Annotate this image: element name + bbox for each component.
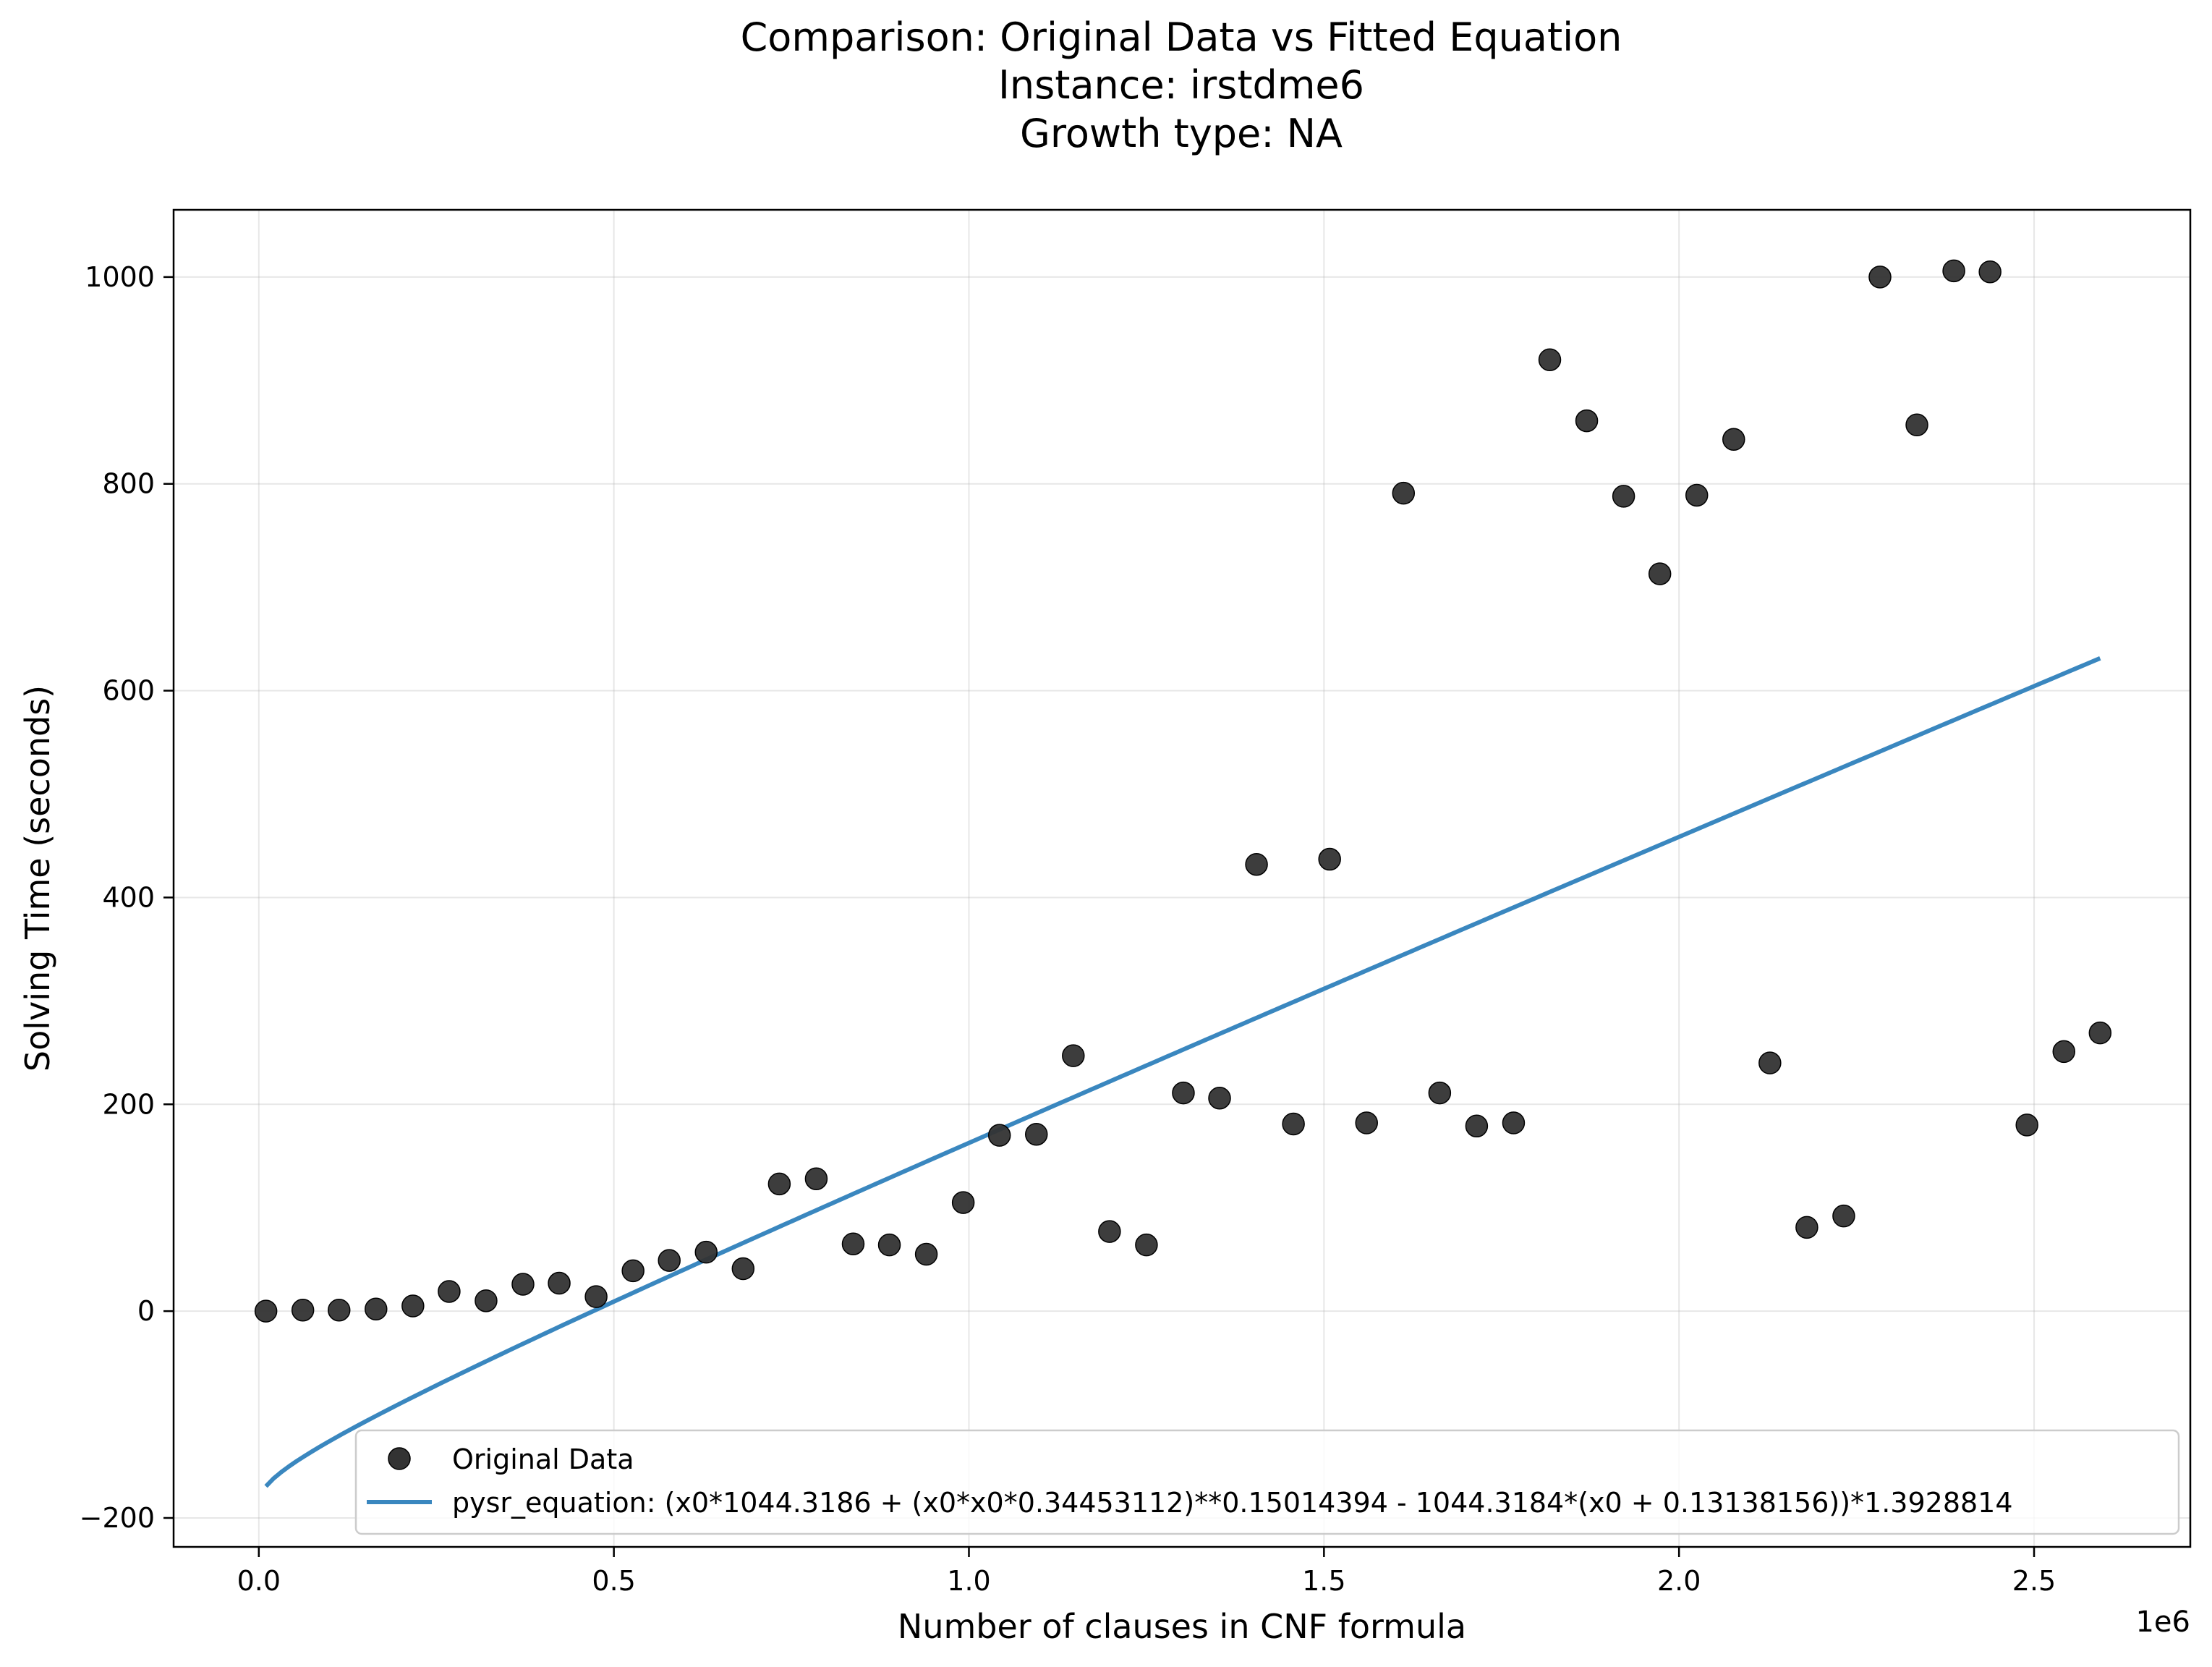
plot-frame	[172, 208, 2192, 1548]
data-point	[584, 1285, 608, 1308]
legend: Original Data pysr_equation: (x0*1044.31…	[354, 1429, 2180, 1535]
x-tick-label: 2.0	[1657, 1565, 1701, 1597]
data-point	[1758, 1051, 1782, 1074]
x-tick-label: 1.0	[947, 1565, 990, 1597]
data-point	[1392, 481, 1416, 505]
legend-label-fitted-line: pysr_equation: (x0*1044.3186 + (x0*x0*0.…	[452, 1487, 2013, 1519]
x-tick-label: 0.5	[592, 1565, 635, 1597]
data-point	[914, 1242, 938, 1266]
y-tick-label: 400	[102, 881, 155, 913]
data-point	[475, 1289, 498, 1312]
legend-marker-original-data	[388, 1447, 411, 1470]
x-axis-label: Number of clauses in CNF formula	[898, 1607, 1466, 1646]
data-point	[1795, 1216, 1818, 1239]
data-point	[401, 1294, 425, 1318]
data-point	[1942, 259, 1965, 283]
y-tick-label: 1000	[85, 261, 155, 293]
data-point	[731, 1257, 755, 1281]
data-point	[804, 1167, 828, 1190]
data-point	[841, 1232, 865, 1255]
y-axis-label: Solving Time (seconds)	[18, 685, 57, 1072]
data-point	[1208, 1086, 1231, 1110]
data-point	[987, 1124, 1011, 1147]
plot-area: 0.0 0.5 1.0 1.5 2.0 2.5 −200 0 200 400 600 800 1000	[80, 208, 2192, 1597]
x-tick-label: 2.5	[2012, 1565, 2056, 1597]
data-point	[1355, 1111, 1378, 1134]
data-point	[621, 1259, 645, 1283]
data-point	[1648, 562, 1672, 585]
data-point	[2052, 1040, 2076, 1064]
legend-label-original-data: Original Data	[452, 1443, 634, 1475]
data-point	[1538, 348, 1562, 371]
data-point	[694, 1240, 718, 1264]
y-axis: −200 0 200 400 600 800 1000	[80, 261, 174, 1534]
fitted-line-layer	[264, 656, 2101, 1488]
data-point	[1245, 852, 1268, 876]
data-point	[1575, 409, 1599, 433]
data-point	[1502, 1111, 1526, 1134]
y-tick-label: −200	[80, 1502, 155, 1534]
chart-title-line-3: Growth type: NA	[1020, 111, 1343, 156]
data-point	[658, 1249, 681, 1272]
x-tick-label: 1.5	[1302, 1565, 1345, 1597]
data-point	[1465, 1114, 1489, 1138]
data-point	[327, 1298, 351, 1322]
chart-title-line-2: Instance: irstdme6	[998, 62, 1364, 108]
data-point	[1172, 1081, 1195, 1105]
data-point	[877, 1233, 901, 1257]
x-axis: 0.0 0.5 1.0 1.5 2.0 2.5	[237, 1547, 2056, 1597]
data-point	[1685, 483, 1709, 507]
y-tick-label: 200	[102, 1088, 155, 1120]
y-tick-label: 800	[102, 468, 155, 500]
data-point	[1832, 1204, 1855, 1228]
data-point	[2088, 1021, 2112, 1045]
y-tick-label: 0	[137, 1295, 155, 1327]
data-point	[291, 1298, 315, 1322]
data-point	[1098, 1220, 1121, 1243]
fitted-equation-line	[264, 656, 2101, 1488]
x-axis-offset-label: 1e6	[2135, 1606, 2190, 1639]
plot-background	[174, 210, 2190, 1547]
data-point	[767, 1172, 791, 1196]
grid-lines	[174, 210, 2190, 1547]
data-point	[1905, 413, 1928, 437]
data-point	[1978, 260, 2002, 284]
data-point	[1428, 1081, 1452, 1105]
data-point	[365, 1297, 388, 1321]
data-point	[511, 1273, 535, 1296]
data-point	[1612, 485, 1635, 508]
data-point	[1025, 1122, 1048, 1146]
y-tick-label: 600	[102, 675, 155, 707]
data-point	[1135, 1233, 1158, 1257]
x-tick-label: 0.0	[237, 1565, 281, 1597]
data-points-layer	[254, 259, 2112, 1323]
data-point	[1868, 266, 1892, 289]
data-point	[2015, 1114, 2038, 1137]
data-point	[1722, 428, 1745, 451]
data-point	[438, 1280, 461, 1303]
data-point	[254, 1299, 278, 1323]
data-point	[1318, 847, 1341, 871]
legend-box	[354, 1429, 2180, 1535]
data-point	[951, 1191, 975, 1214]
data-point	[548, 1271, 571, 1295]
data-point	[1062, 1044, 1085, 1067]
chart-title-line-1: Comparison: Original Data vs Fitted Equa…	[741, 14, 1622, 60]
data-point	[1282, 1112, 1305, 1136]
